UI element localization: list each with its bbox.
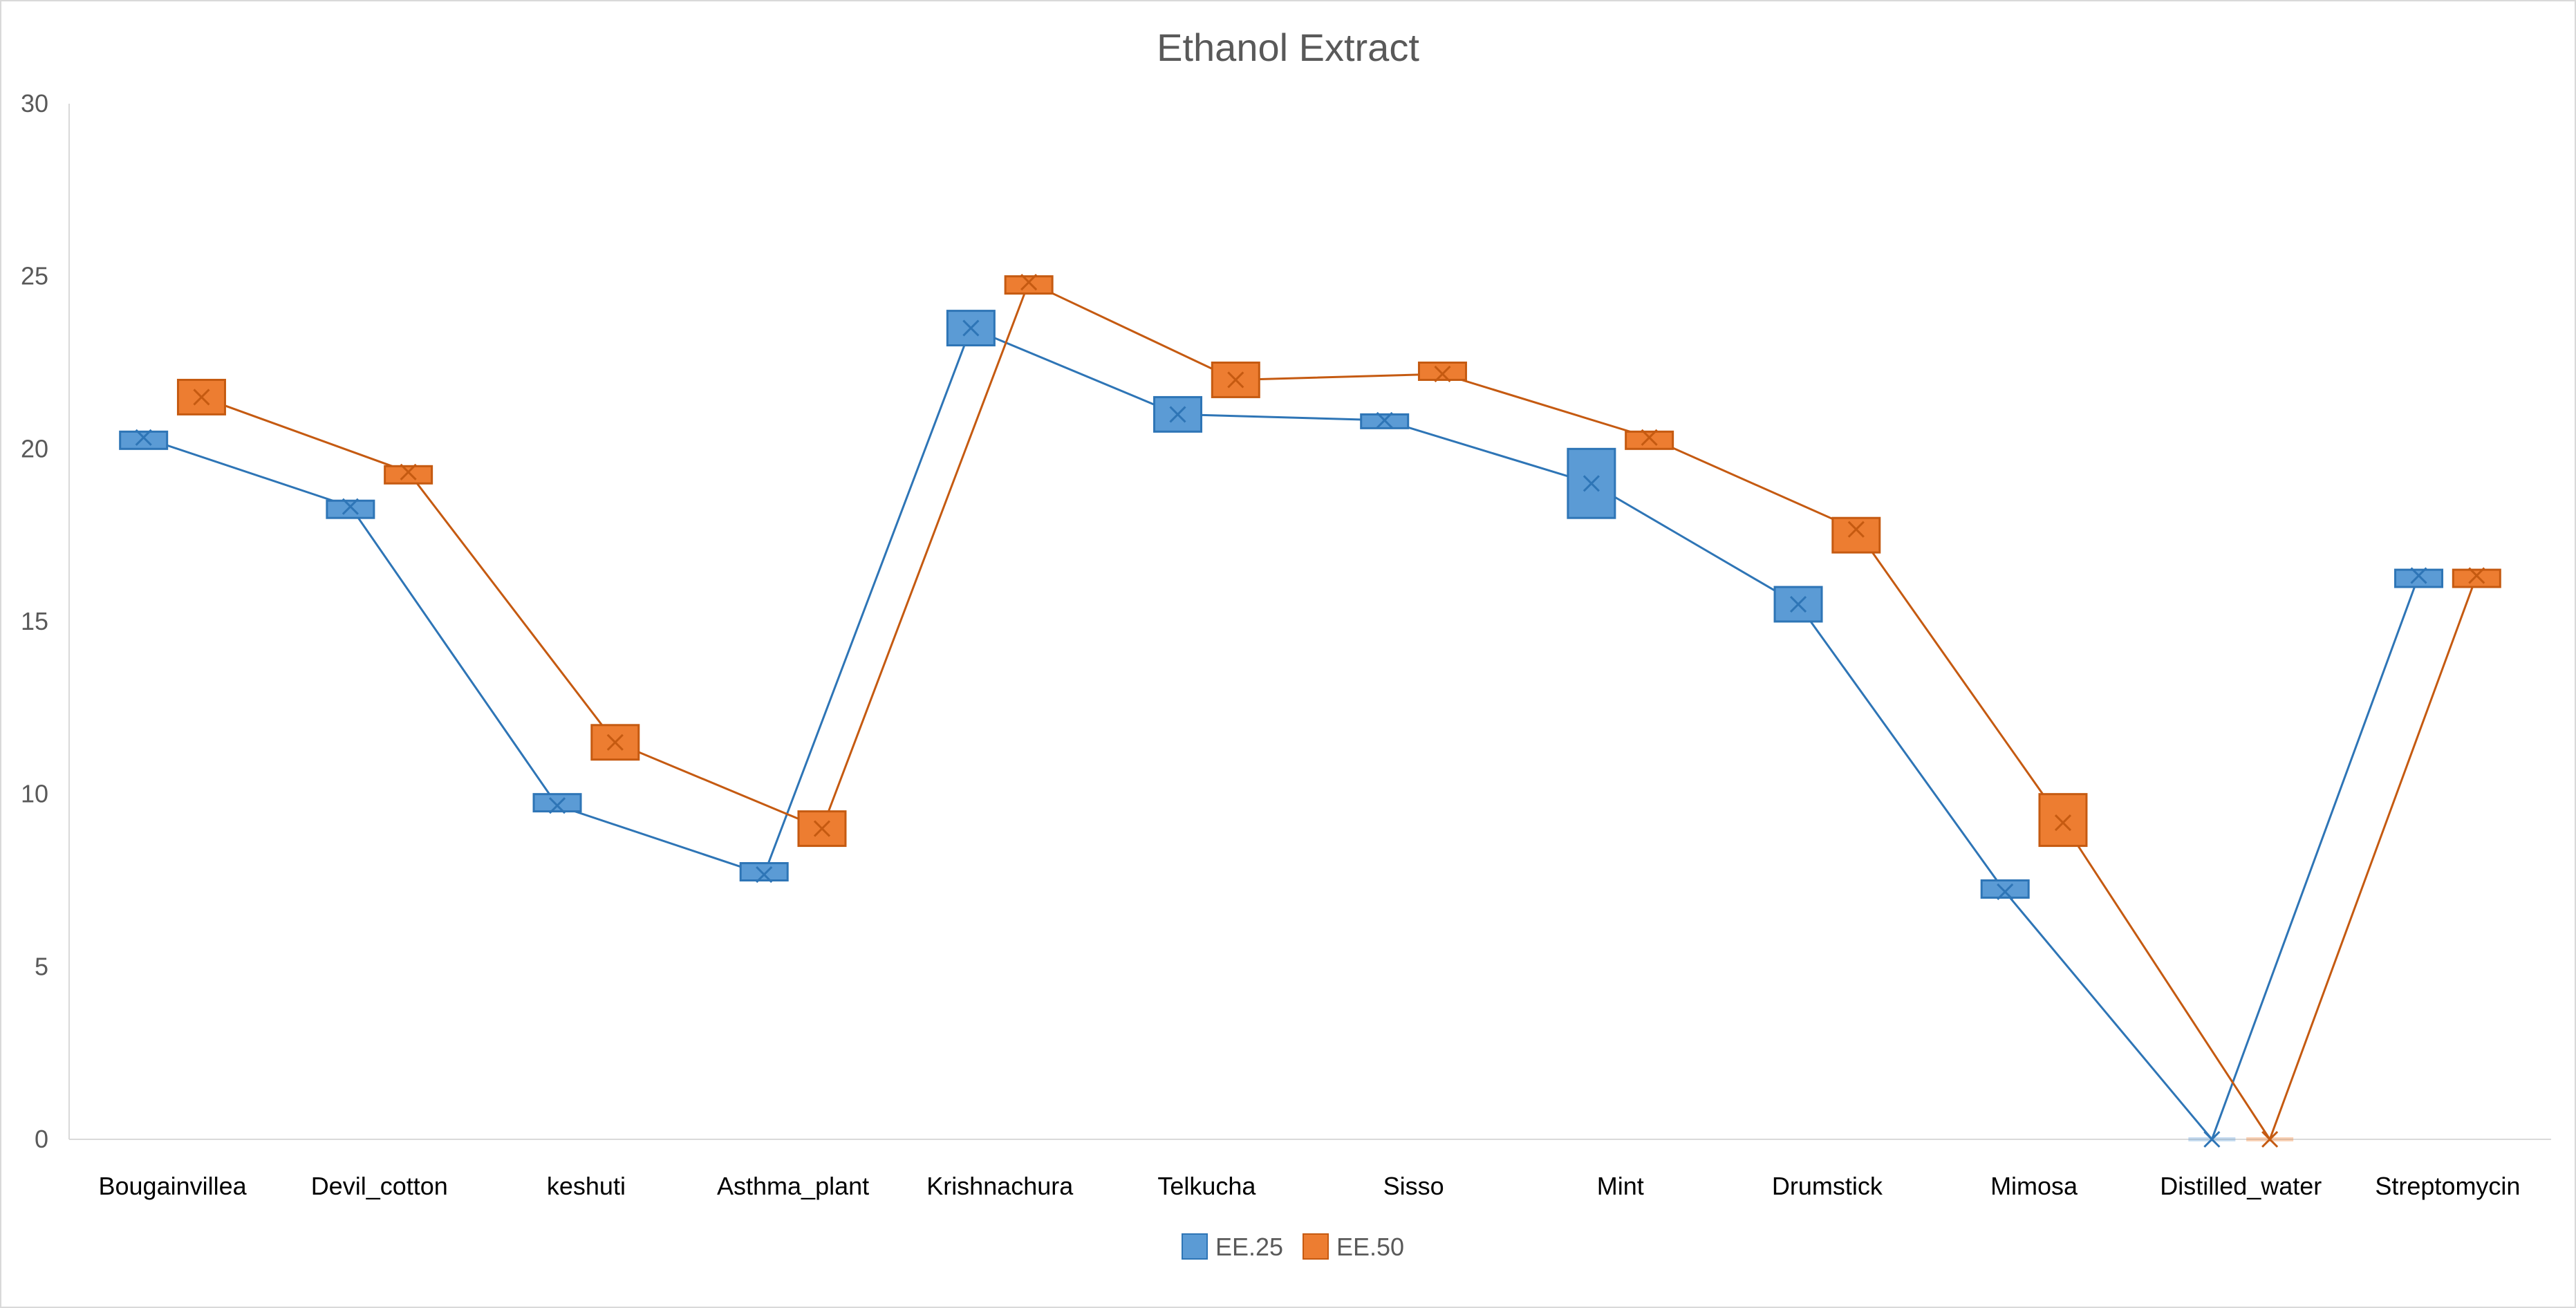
y-tick-label: 5 <box>35 952 48 980</box>
y-axis: 0 5 10 15 20 25 30 <box>21 89 70 1153</box>
mean-marker <box>135 429 152 446</box>
mean-marker <box>756 866 773 884</box>
mean-marker <box>2468 567 2485 584</box>
box <box>2394 568 2444 588</box>
x-tick-label: Mint <box>1597 1172 1644 1200</box>
series-layer <box>119 274 2501 1148</box>
x-tick-label: Krishnachura <box>926 1172 1074 1200</box>
legend-swatch <box>1182 1233 1208 1260</box>
box <box>739 862 789 881</box>
legend-label: EE.50 <box>1336 1233 1404 1261</box>
x-tick-label: Mimosa <box>1990 1172 2078 1200</box>
mean-marker <box>548 797 566 814</box>
chart-title: Ethanol Extract <box>1157 26 1419 69</box>
box <box>2038 793 2088 848</box>
box <box>1004 275 1054 295</box>
box <box>1417 362 1467 381</box>
mean-marker <box>1376 411 1393 429</box>
box <box>176 378 226 415</box>
box <box>1625 430 1674 450</box>
mean-line <box>200 281 2478 1142</box>
x-tick-label: Drumstick <box>1772 1172 1883 1200</box>
mean-marker <box>400 463 417 480</box>
x-tick-label: keshuti <box>547 1172 626 1200</box>
mean-marker <box>1020 274 1038 291</box>
y-tick-label: 15 <box>21 607 48 635</box>
box <box>532 793 582 813</box>
x-tick-label: Distilled_water <box>2160 1172 2322 1200</box>
mean-marker <box>2054 814 2072 832</box>
mean-marker <box>2410 567 2427 584</box>
x-tick-label: Bougainvillea <box>99 1172 248 1200</box>
mean-marker <box>193 389 210 406</box>
x-tick-label: Telkucha <box>1157 1172 1256 1200</box>
x-tick-label: Asthma_plant <box>717 1172 869 1200</box>
mean-line <box>143 326 2420 1141</box>
box <box>2452 568 2501 588</box>
box <box>1980 879 2030 899</box>
box <box>326 499 375 519</box>
y-tick-label: 20 <box>21 434 48 463</box>
y-tick-label: 25 <box>21 262 48 290</box>
box <box>119 430 169 450</box>
series-ee-50 <box>176 274 2501 1148</box>
legend-item: EE.50 <box>1303 1233 1404 1261</box>
x-tick-label: Sisso <box>1383 1172 1444 1200</box>
mean-marker <box>813 820 831 837</box>
mean-marker <box>962 319 980 337</box>
mean-marker <box>2261 1130 2279 1148</box>
box <box>384 465 433 485</box>
legend-swatch <box>1303 1233 1329 1260</box>
legend-label: EE.25 <box>1215 1233 1283 1261</box>
series-ee-25 <box>119 310 2444 1148</box>
box <box>1831 516 1881 554</box>
mean-marker <box>342 498 359 515</box>
mean-marker <box>1583 475 1600 492</box>
mean-marker <box>1789 595 1807 613</box>
x-axis: Bougainvillea Devil_cotton keshuti Asthma_p… <box>69 1139 2551 1200</box>
y-tick-label: 10 <box>21 780 48 808</box>
mean-marker <box>1997 883 2014 901</box>
mean-marker <box>1227 371 1244 389</box>
mean-marker <box>1434 365 1451 383</box>
legend-item: EE.25 <box>1182 1233 1283 1261</box>
mean-marker <box>1641 429 1658 446</box>
mean-marker <box>1847 521 1865 538</box>
legend: EE.25 EE.50 <box>1182 1233 1404 1261</box>
mean-marker <box>606 734 624 751</box>
x-tick-label: Devil_cotton <box>311 1172 448 1200</box>
y-tick-label: 30 <box>21 89 48 118</box>
y-tick-label: 0 <box>35 1125 48 1153</box>
x-tick-label: Streptomycin <box>2375 1172 2520 1200</box>
mean-marker <box>1169 406 1186 423</box>
box <box>946 310 996 347</box>
mean-marker <box>2203 1130 2221 1148</box>
